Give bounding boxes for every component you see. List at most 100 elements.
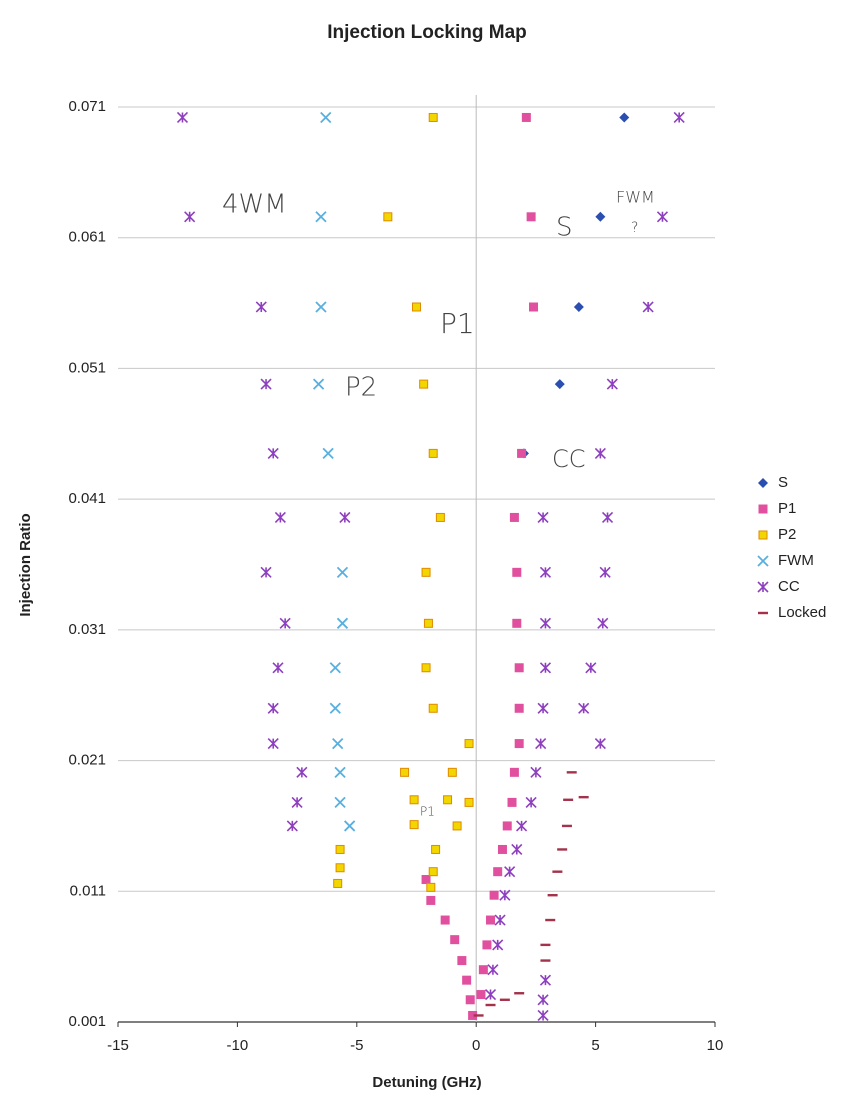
point: [286, 820, 298, 832]
point: [464, 797, 474, 807]
point: [642, 301, 654, 313]
point: [512, 567, 522, 577]
point: [554, 379, 565, 390]
point: [267, 738, 279, 750]
y-tick-label: 0.001: [68, 1013, 106, 1030]
point: [599, 566, 611, 578]
point: [539, 617, 552, 629]
point: [539, 566, 552, 578]
point: [509, 767, 519, 777]
annotation: S: [556, 213, 573, 243]
legend-label: CC: [778, 578, 800, 595]
point: [619, 112, 630, 123]
point: [184, 211, 196, 223]
point: [447, 767, 457, 777]
point: [274, 511, 286, 524]
point: [452, 821, 462, 831]
point: [260, 566, 272, 578]
point: [535, 738, 547, 750]
point: [487, 964, 499, 976]
legend-label: P1: [778, 500, 796, 517]
legend-marker: [757, 581, 769, 593]
point: [400, 767, 410, 777]
point: [517, 448, 527, 458]
point: [492, 939, 504, 951]
legend-box: [748, 468, 848, 628]
x-tick-label: -10: [227, 1037, 249, 1054]
point: [530, 766, 542, 778]
point: [450, 935, 460, 945]
y-tick-label: 0.011: [70, 882, 106, 899]
point: [176, 111, 189, 124]
point: [335, 844, 345, 854]
point: [339, 511, 351, 524]
annotation: CC: [552, 445, 586, 473]
point: [537, 994, 549, 1006]
point: [539, 974, 552, 986]
point: [521, 112, 531, 122]
point: [426, 895, 436, 905]
point: [594, 738, 606, 750]
point: [606, 378, 618, 390]
point: [529, 302, 539, 312]
point: [462, 975, 472, 985]
point: [516, 820, 528, 832]
point: [511, 843, 523, 856]
legend-label: S: [778, 474, 788, 491]
point: [428, 448, 438, 458]
annotation: P1: [440, 307, 475, 340]
point: [435, 512, 445, 522]
point: [421, 567, 431, 577]
point: [428, 867, 438, 877]
point: [336, 617, 349, 629]
x-tick-label: 5: [591, 1037, 599, 1054]
point: [329, 662, 341, 674]
y-axis-title: Injection Ratio: [17, 513, 34, 616]
y-tick-label: 0.031: [68, 621, 106, 638]
point: [673, 111, 685, 124]
point: [504, 866, 516, 878]
y-tick-label: 0.061: [68, 229, 106, 246]
legend-marker: [758, 504, 768, 514]
point: [486, 915, 496, 925]
point: [409, 820, 419, 830]
point: [594, 447, 606, 459]
point: [428, 112, 438, 122]
point: [440, 915, 450, 925]
point: [573, 301, 584, 312]
point: [464, 739, 474, 749]
y-tick-label: 0.051: [68, 359, 106, 376]
point: [578, 702, 590, 714]
point: [335, 863, 345, 873]
x-tick-label: -15: [107, 1037, 129, 1054]
point: [489, 890, 499, 900]
point: [320, 111, 332, 124]
chart-title: Injection Locking Map: [327, 22, 527, 43]
point: [329, 702, 341, 714]
point: [312, 378, 325, 390]
point: [656, 211, 669, 223]
point: [502, 821, 512, 831]
point: [343, 820, 356, 832]
point: [595, 211, 606, 222]
point: [409, 795, 419, 805]
annotation: P1: [420, 805, 435, 819]
point: [334, 796, 346, 809]
point: [476, 990, 486, 1000]
legend-label: FWM: [778, 552, 814, 569]
point: [539, 662, 552, 674]
annotation: ?: [631, 220, 638, 236]
point: [322, 447, 334, 460]
y-tick-label: 0.021: [68, 752, 106, 769]
point: [525, 796, 537, 808]
point: [482, 940, 492, 950]
point: [334, 766, 346, 778]
x-axis-title: Detuning (GHz): [372, 1074, 481, 1091]
point: [601, 511, 614, 524]
point: [512, 618, 522, 628]
point: [267, 702, 279, 714]
point: [315, 301, 327, 313]
point: [332, 737, 344, 750]
point: [426, 882, 436, 892]
